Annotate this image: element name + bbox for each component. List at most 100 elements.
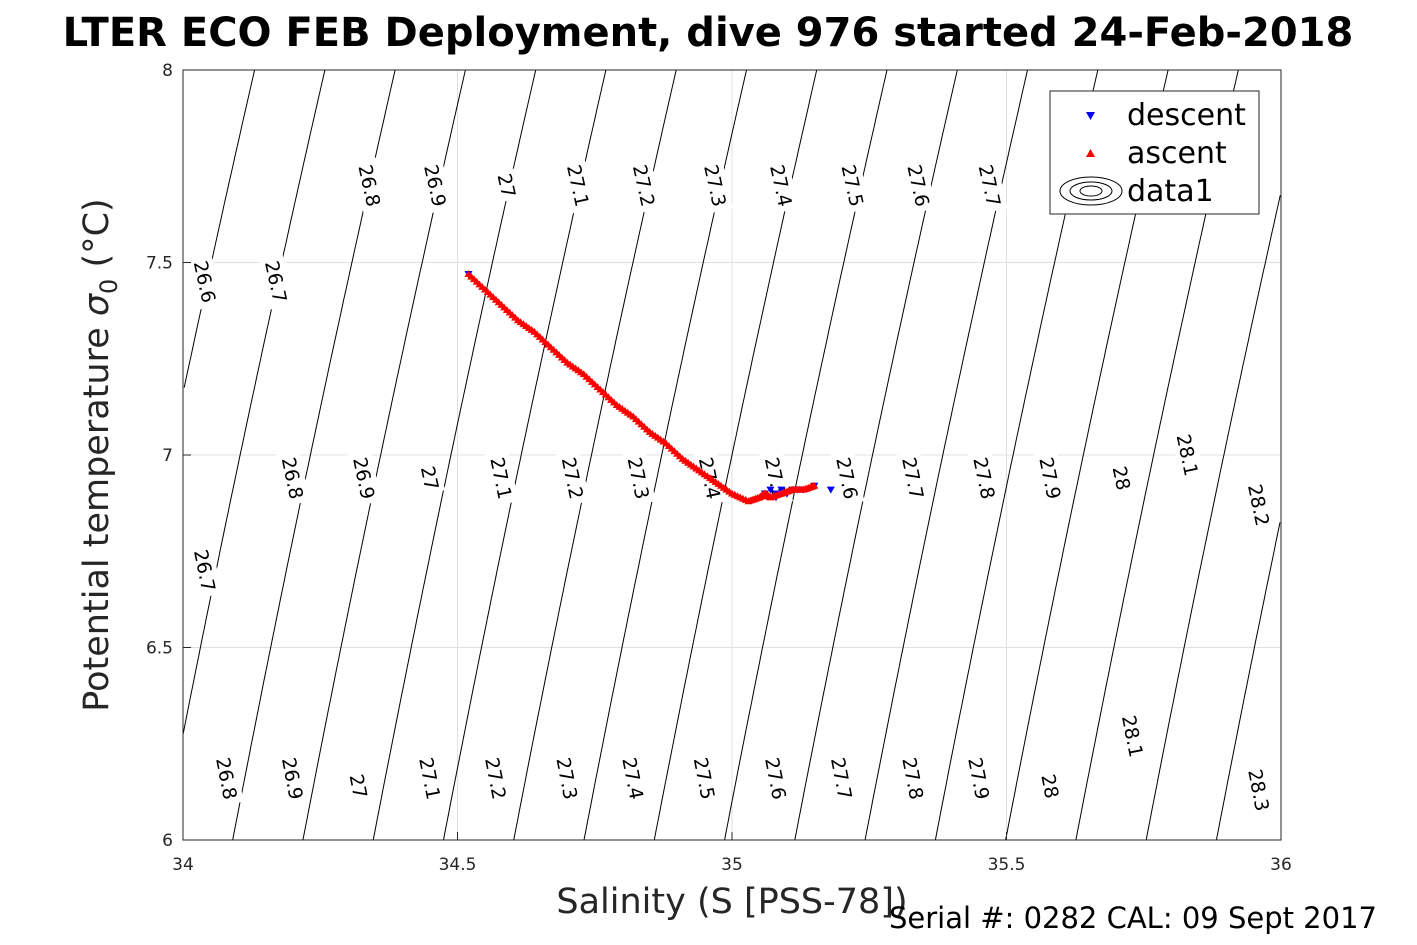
contour-label-bg <box>835 157 871 214</box>
contour-label-bg <box>896 750 930 807</box>
ascent-trace-marker <box>593 382 602 390</box>
contour-label-text: 28.3 <box>1243 767 1273 813</box>
y-tick-label: 6 <box>162 831 173 851</box>
y-tick-label: 7 <box>162 446 173 466</box>
ascent-trace-marker <box>560 356 569 364</box>
contour-label-bg <box>560 157 596 214</box>
contour-label-text: 27.5 <box>836 163 867 209</box>
ascent-trace-marker <box>544 340 553 348</box>
contour-label-text: 27.7 <box>974 163 1005 209</box>
ascent-trace-marker <box>708 476 717 484</box>
contour-label-bg <box>276 750 310 807</box>
contour-label: 26.9 <box>276 750 310 807</box>
contour-label-bg <box>1170 427 1205 483</box>
contour-label: 27.7 <box>896 450 931 507</box>
x-tick-label: 35 <box>721 855 743 875</box>
x-tick-label: 34 <box>172 855 194 875</box>
contour-label-text: 26.9 <box>419 163 450 209</box>
ascent-trace-marker <box>511 313 520 321</box>
contour-label: 26.8 <box>352 157 388 214</box>
contour-label: 27.2 <box>626 157 662 214</box>
contour-label-bg <box>415 460 445 496</box>
contour-label: 27.3 <box>621 450 656 507</box>
contour-label-bg <box>413 750 447 807</box>
contour-label-text: 26.9 <box>277 756 307 802</box>
contour-label: 27.6 <box>901 157 937 214</box>
contour-label-bg <box>275 450 310 507</box>
legend: descent ascent data1 <box>1049 90 1260 215</box>
contour-label: 27.7 <box>825 750 859 807</box>
contour-label-text: 27.5 <box>689 756 719 802</box>
contour-label-text: 27.4 <box>617 756 647 802</box>
contour-label: 26.9 <box>347 450 382 507</box>
contour-label-text: 27.4 <box>765 163 796 209</box>
contour-label-bg <box>491 168 522 203</box>
contour-label-text: 27.6 <box>760 756 790 802</box>
contour-label-text: 27.2 <box>557 455 587 501</box>
legend-descent-marker <box>1086 112 1095 120</box>
contour-label: 27.4 <box>764 157 799 214</box>
contour-label-text: 27.6 <box>902 163 933 209</box>
density-contour-line <box>182 69 326 735</box>
contour-label-text: 27.1 <box>485 455 515 501</box>
contour-label-bg <box>479 750 513 807</box>
contour-label-text: 27.7 <box>897 455 927 501</box>
contour-label-text: 28.1 <box>1172 432 1202 478</box>
y-axis-ticks: 6 6.5 7 7.5 8 <box>146 61 191 851</box>
contour-label: 27.4 <box>616 750 650 807</box>
y-tick-label: 7.5 <box>146 254 173 274</box>
ascent-trace-marker <box>642 425 651 433</box>
contour-label: 27.7 <box>972 157 1008 214</box>
contour-label-text: 26.6 <box>189 259 220 305</box>
contour-label-bg <box>621 450 656 507</box>
contour-label-bg <box>759 750 793 807</box>
contour-label: 27.1 <box>413 750 447 807</box>
contour-label: 28.1 <box>1170 427 1205 483</box>
contour-label-bg <box>1035 769 1066 804</box>
contour-label-text: 26.7 <box>260 259 291 305</box>
contour-label-text: 27 <box>416 464 443 492</box>
ascent-trace-marker <box>725 487 734 495</box>
contour-label: 26.7 <box>188 542 222 599</box>
contour-label-text: 26.8 <box>211 756 241 802</box>
contour-label: 27.2 <box>555 450 590 507</box>
contour-label: 28.3 <box>1242 762 1276 818</box>
descent-point <box>826 486 835 494</box>
contour-label: 27.2 <box>479 750 513 807</box>
contour-label-text: 27.9 <box>1034 455 1064 501</box>
ascent-trace-marker <box>659 437 668 445</box>
contour-label-bg <box>550 750 585 807</box>
contour-label: 27.6 <box>759 750 793 807</box>
serial-cal-footer: Serial #: 0282 CAL: 09 Sept 2017 <box>889 901 1377 935</box>
contour-label-bg <box>616 750 650 807</box>
density-contour-line <box>1215 522 1281 841</box>
contour-label-bg <box>972 157 1008 214</box>
ascent-trace-marker <box>609 398 618 406</box>
chart-title: LTER ECO FEB Deployment, dive 976 starte… <box>63 10 1354 56</box>
contour-label: 26.8 <box>275 450 310 507</box>
contour-label-text: 27.1 <box>414 756 444 802</box>
contour-label-bg <box>352 157 388 214</box>
legend-ascent-label: ascent <box>1127 136 1227 171</box>
ascent-trace-marker <box>577 368 586 376</box>
contour-label-text: 28.2 <box>1243 482 1273 528</box>
contour-label-bg <box>258 253 294 310</box>
contour-label-bg <box>1115 708 1150 764</box>
legend-descent-label: descent <box>1127 98 1246 133</box>
contour-label: 27.3 <box>550 750 585 807</box>
contour-label: 27.5 <box>687 750 722 807</box>
contour-label: 28.1 <box>1115 708 1150 764</box>
contour-label-bg <box>1106 460 1137 496</box>
ascent-trace-marker <box>692 464 701 472</box>
y-tick-label: 6.5 <box>146 639 173 659</box>
x-tick-label: 35.5 <box>988 855 1026 875</box>
contour-label-bg <box>344 769 374 804</box>
legend-ascent-marker <box>1086 149 1095 157</box>
contour-label-text: 27 <box>493 172 520 200</box>
contour-label-bg <box>1241 477 1277 533</box>
density-contour-line <box>183 69 256 388</box>
contour-label-text: 26.8 <box>277 455 307 501</box>
ascent-trace-marker <box>626 410 635 418</box>
contour-label-bg <box>764 157 799 214</box>
